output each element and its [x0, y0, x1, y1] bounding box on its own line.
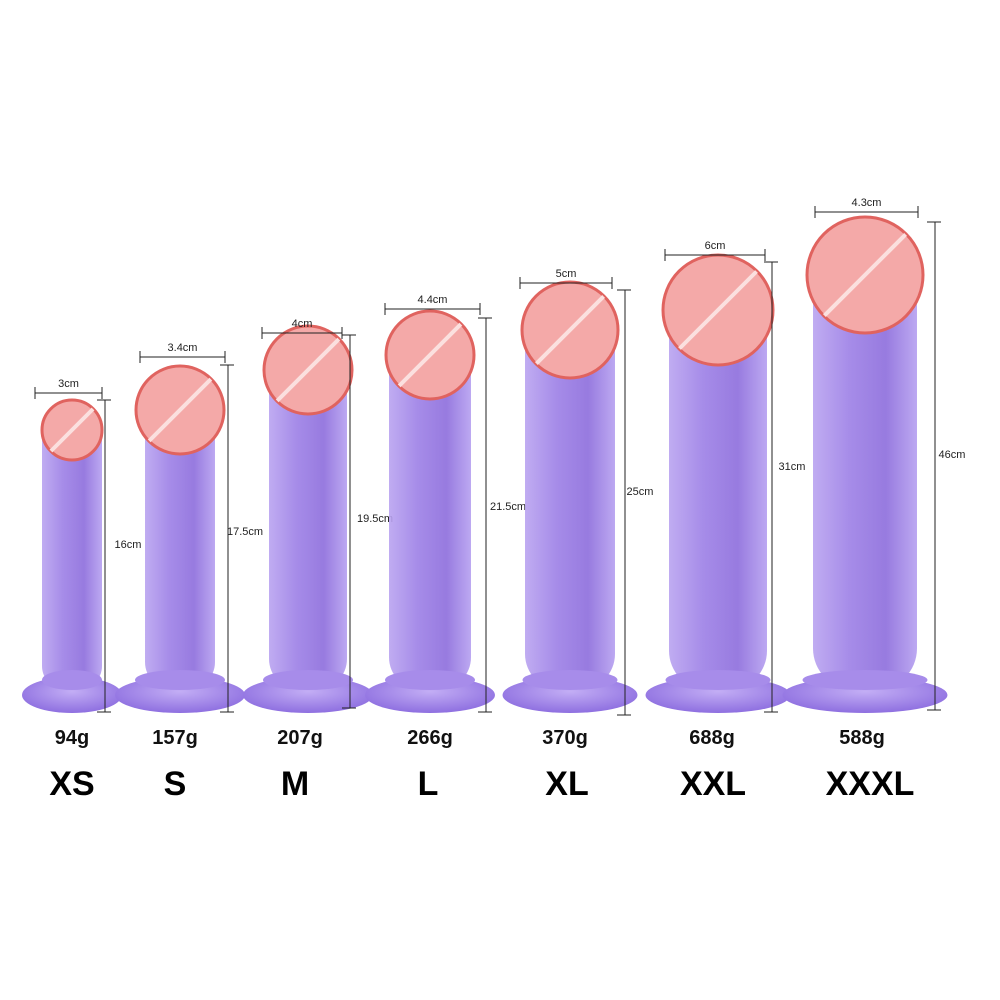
- product-body: [389, 328, 471, 690]
- length-label: 19.5cm: [357, 513, 393, 525]
- length-label: 21.5cm: [490, 501, 526, 513]
- weight-label: 94g: [55, 727, 89, 749]
- width-label: 6cm: [705, 240, 726, 252]
- product-body: [525, 301, 615, 690]
- censor-slash: [147, 377, 213, 443]
- length-label: 25cm: [627, 486, 654, 498]
- product-base-top: [263, 670, 353, 690]
- width-label: 4.3cm: [852, 197, 882, 209]
- width-label: 4.4cm: [418, 294, 448, 306]
- product-base-top: [802, 670, 928, 690]
- censor-slash: [49, 407, 95, 453]
- product-body: [813, 240, 917, 690]
- product-body: [145, 383, 215, 690]
- weight-label: 370g: [542, 727, 588, 749]
- product-base-top: [522, 670, 618, 690]
- weight-label: 207g: [277, 727, 323, 749]
- length-label: 16cm: [115, 539, 142, 551]
- censor-slash: [678, 270, 758, 350]
- censor-slash: [822, 232, 908, 318]
- product-base-top: [135, 670, 225, 690]
- weight-label: 688g: [689, 727, 735, 749]
- product-body: [269, 343, 347, 690]
- length-label: 46cm: [939, 449, 966, 461]
- product-body: [669, 277, 767, 690]
- product-base-top: [385, 670, 475, 690]
- width-label: 5cm: [556, 268, 577, 280]
- product-base-top: [42, 670, 102, 690]
- product-base: [22, 677, 122, 713]
- censor-slash: [275, 337, 341, 403]
- length-label: 17.5cm: [227, 526, 263, 538]
- weight-label: 588g: [839, 727, 885, 749]
- censor-slash: [534, 294, 606, 366]
- size-label: L: [418, 765, 439, 803]
- width-label: 3cm: [58, 378, 79, 390]
- size-label: XXL: [680, 765, 746, 803]
- censor-slash: [397, 322, 463, 388]
- width-label: 4cm: [292, 318, 313, 330]
- length-label: 31cm: [779, 461, 806, 473]
- size-label: XXXL: [826, 765, 915, 803]
- size-label: S: [164, 765, 187, 803]
- size-label: XL: [545, 765, 588, 803]
- size-label: M: [281, 765, 309, 803]
- width-label: 3.4cm: [168, 342, 198, 354]
- weight-label: 157g: [152, 727, 198, 749]
- size-label: XS: [49, 765, 94, 803]
- weight-label: 266g: [407, 727, 453, 749]
- product-body: [42, 412, 102, 690]
- product-base-top: [665, 670, 771, 690]
